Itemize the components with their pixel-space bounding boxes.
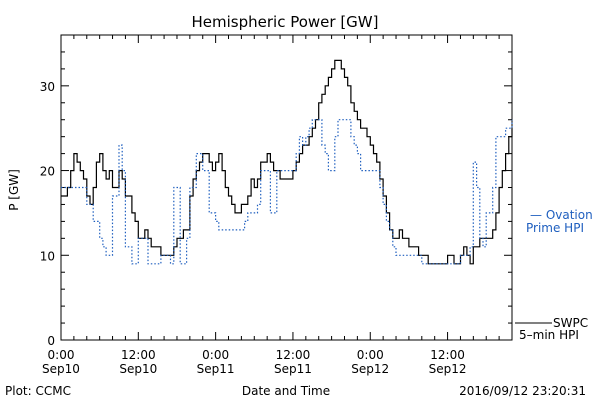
x-tick-label-time: 12:00 <box>430 348 465 362</box>
x-tick-label-date: Sep12 <box>351 362 389 376</box>
legend-ovation-line1: — Ovation <box>530 208 593 222</box>
legend-swpc-line1: SWPC <box>553 316 588 330</box>
x-tick-label-date: Sep12 <box>429 362 467 376</box>
chart-title: Hemispheric Power [GW] <box>192 13 379 31</box>
y-tick-label: 0 <box>47 334 55 348</box>
y-axis: 0 10 20 30 <box>40 34 512 348</box>
x-tick-label-time: 12:00 <box>276 348 311 362</box>
legend-swpc-line2: 5–min HPI <box>519 328 579 342</box>
series-swpc-line <box>61 59 513 265</box>
footer-plot-credit: Plot: CCMC <box>5 384 71 398</box>
x-tick-label-time: 0:00 <box>202 348 229 362</box>
x-axis-label: Date and Time <box>242 384 330 398</box>
x-tick-label-date: Sep10 <box>119 362 157 376</box>
x-tick-label-date: Sep11 <box>197 362 235 376</box>
y-tick-label: 20 <box>40 165 55 179</box>
x-tick-label-date: Sep10 <box>42 362 80 376</box>
y-axis-label: P [GW] <box>7 169 21 211</box>
y-tick-label: 30 <box>40 80 55 94</box>
x-tick-label-time: 0:00 <box>357 348 384 362</box>
legend-ovation-line2: Prime HPI <box>526 221 584 235</box>
series-layer <box>61 59 513 265</box>
x-tick-label-time: 12:00 <box>121 348 156 362</box>
x-tick-label-date: Sep11 <box>274 362 312 376</box>
plot-frame <box>60 34 513 341</box>
x-axis: 0:00Sep1012:00Sep100:00Sep1112:00Sep110:… <box>42 35 513 376</box>
series-ovation-line <box>61 119 513 265</box>
y-tick-label: 10 <box>40 249 55 263</box>
footer-timestamp: 2016/09/12 23:20:31 <box>459 384 586 398</box>
x-tick-label-time: 0:00 <box>48 348 75 362</box>
